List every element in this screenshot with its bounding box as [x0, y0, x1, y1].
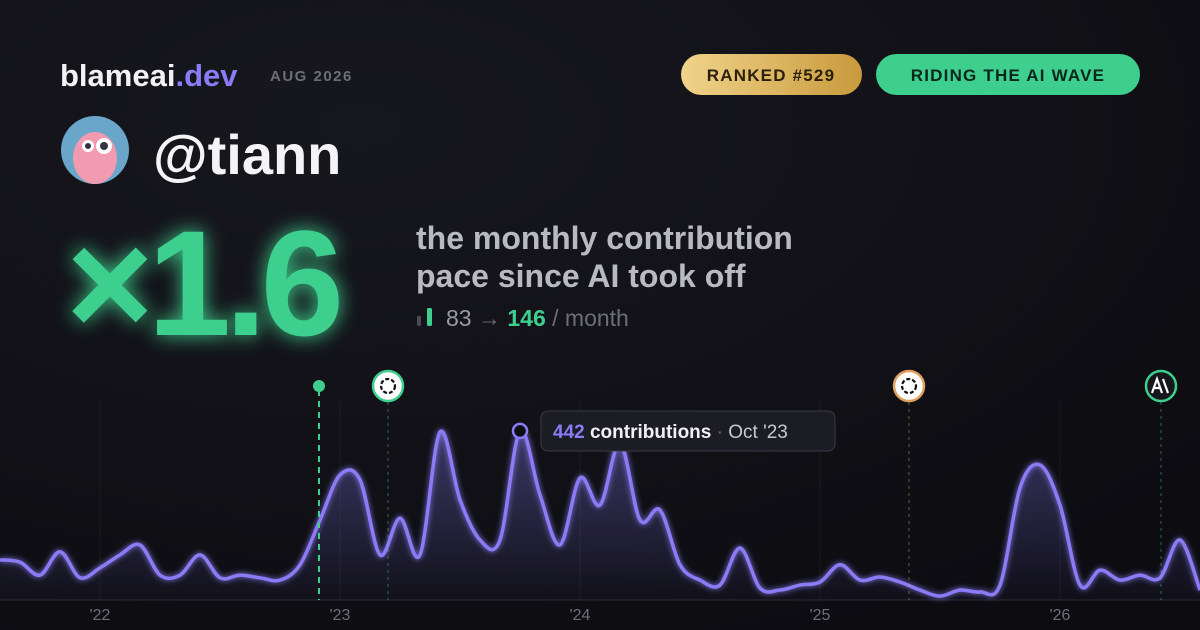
tooltip: 442 contributions · Oct '23	[540, 410, 836, 452]
date: AUG 2026	[270, 68, 353, 85]
headline-line: the monthly contribution	[416, 220, 793, 256]
multiplier: ×1.6	[66, 199, 339, 367]
brand: blameai.dev	[60, 58, 238, 93]
x-tick-label: '23	[330, 607, 351, 624]
x-tick-label: '22	[90, 607, 111, 624]
pace: 83 → 146 / month	[446, 305, 629, 331]
handle: @tiann	[153, 123, 341, 186]
tooltip-label: contributions	[590, 422, 711, 443]
brand-suffix: .dev	[175, 58, 238, 93]
area	[0, 430, 1200, 600]
avatar	[61, 116, 129, 184]
separator: ·	[717, 422, 723, 443]
pace-after: 146	[507, 305, 545, 331]
tooltip-value: 442	[553, 422, 585, 443]
headline-line: pace since AI took off	[416, 258, 746, 294]
unit: / month	[552, 305, 629, 331]
rank-badge	[681, 54, 862, 95]
status-badge	[876, 54, 1140, 95]
events	[313, 369, 1178, 600]
arrow: →	[478, 305, 501, 331]
tooltip-date: Oct '23	[728, 422, 788, 443]
pace-bar-before	[417, 315, 421, 326]
pace-before: 83	[446, 305, 472, 331]
tooltip-text: 442 contributions · Oct '23	[553, 422, 788, 443]
brand-name: blameai	[60, 58, 175, 93]
pace-icon	[417, 308, 432, 326]
line	[0, 428, 1200, 598]
highlight-point	[511, 422, 529, 440]
pace-bar-after	[427, 308, 432, 326]
x-tick-label: '26	[1050, 607, 1071, 624]
x-tick-label: '24	[570, 607, 591, 624]
status-text: RIDING THE AI WAVE	[911, 66, 1105, 85]
tooltip-box	[540, 410, 836, 452]
x-tick-label: '25	[810, 607, 831, 624]
rank-text: RANKED #529	[707, 66, 835, 85]
